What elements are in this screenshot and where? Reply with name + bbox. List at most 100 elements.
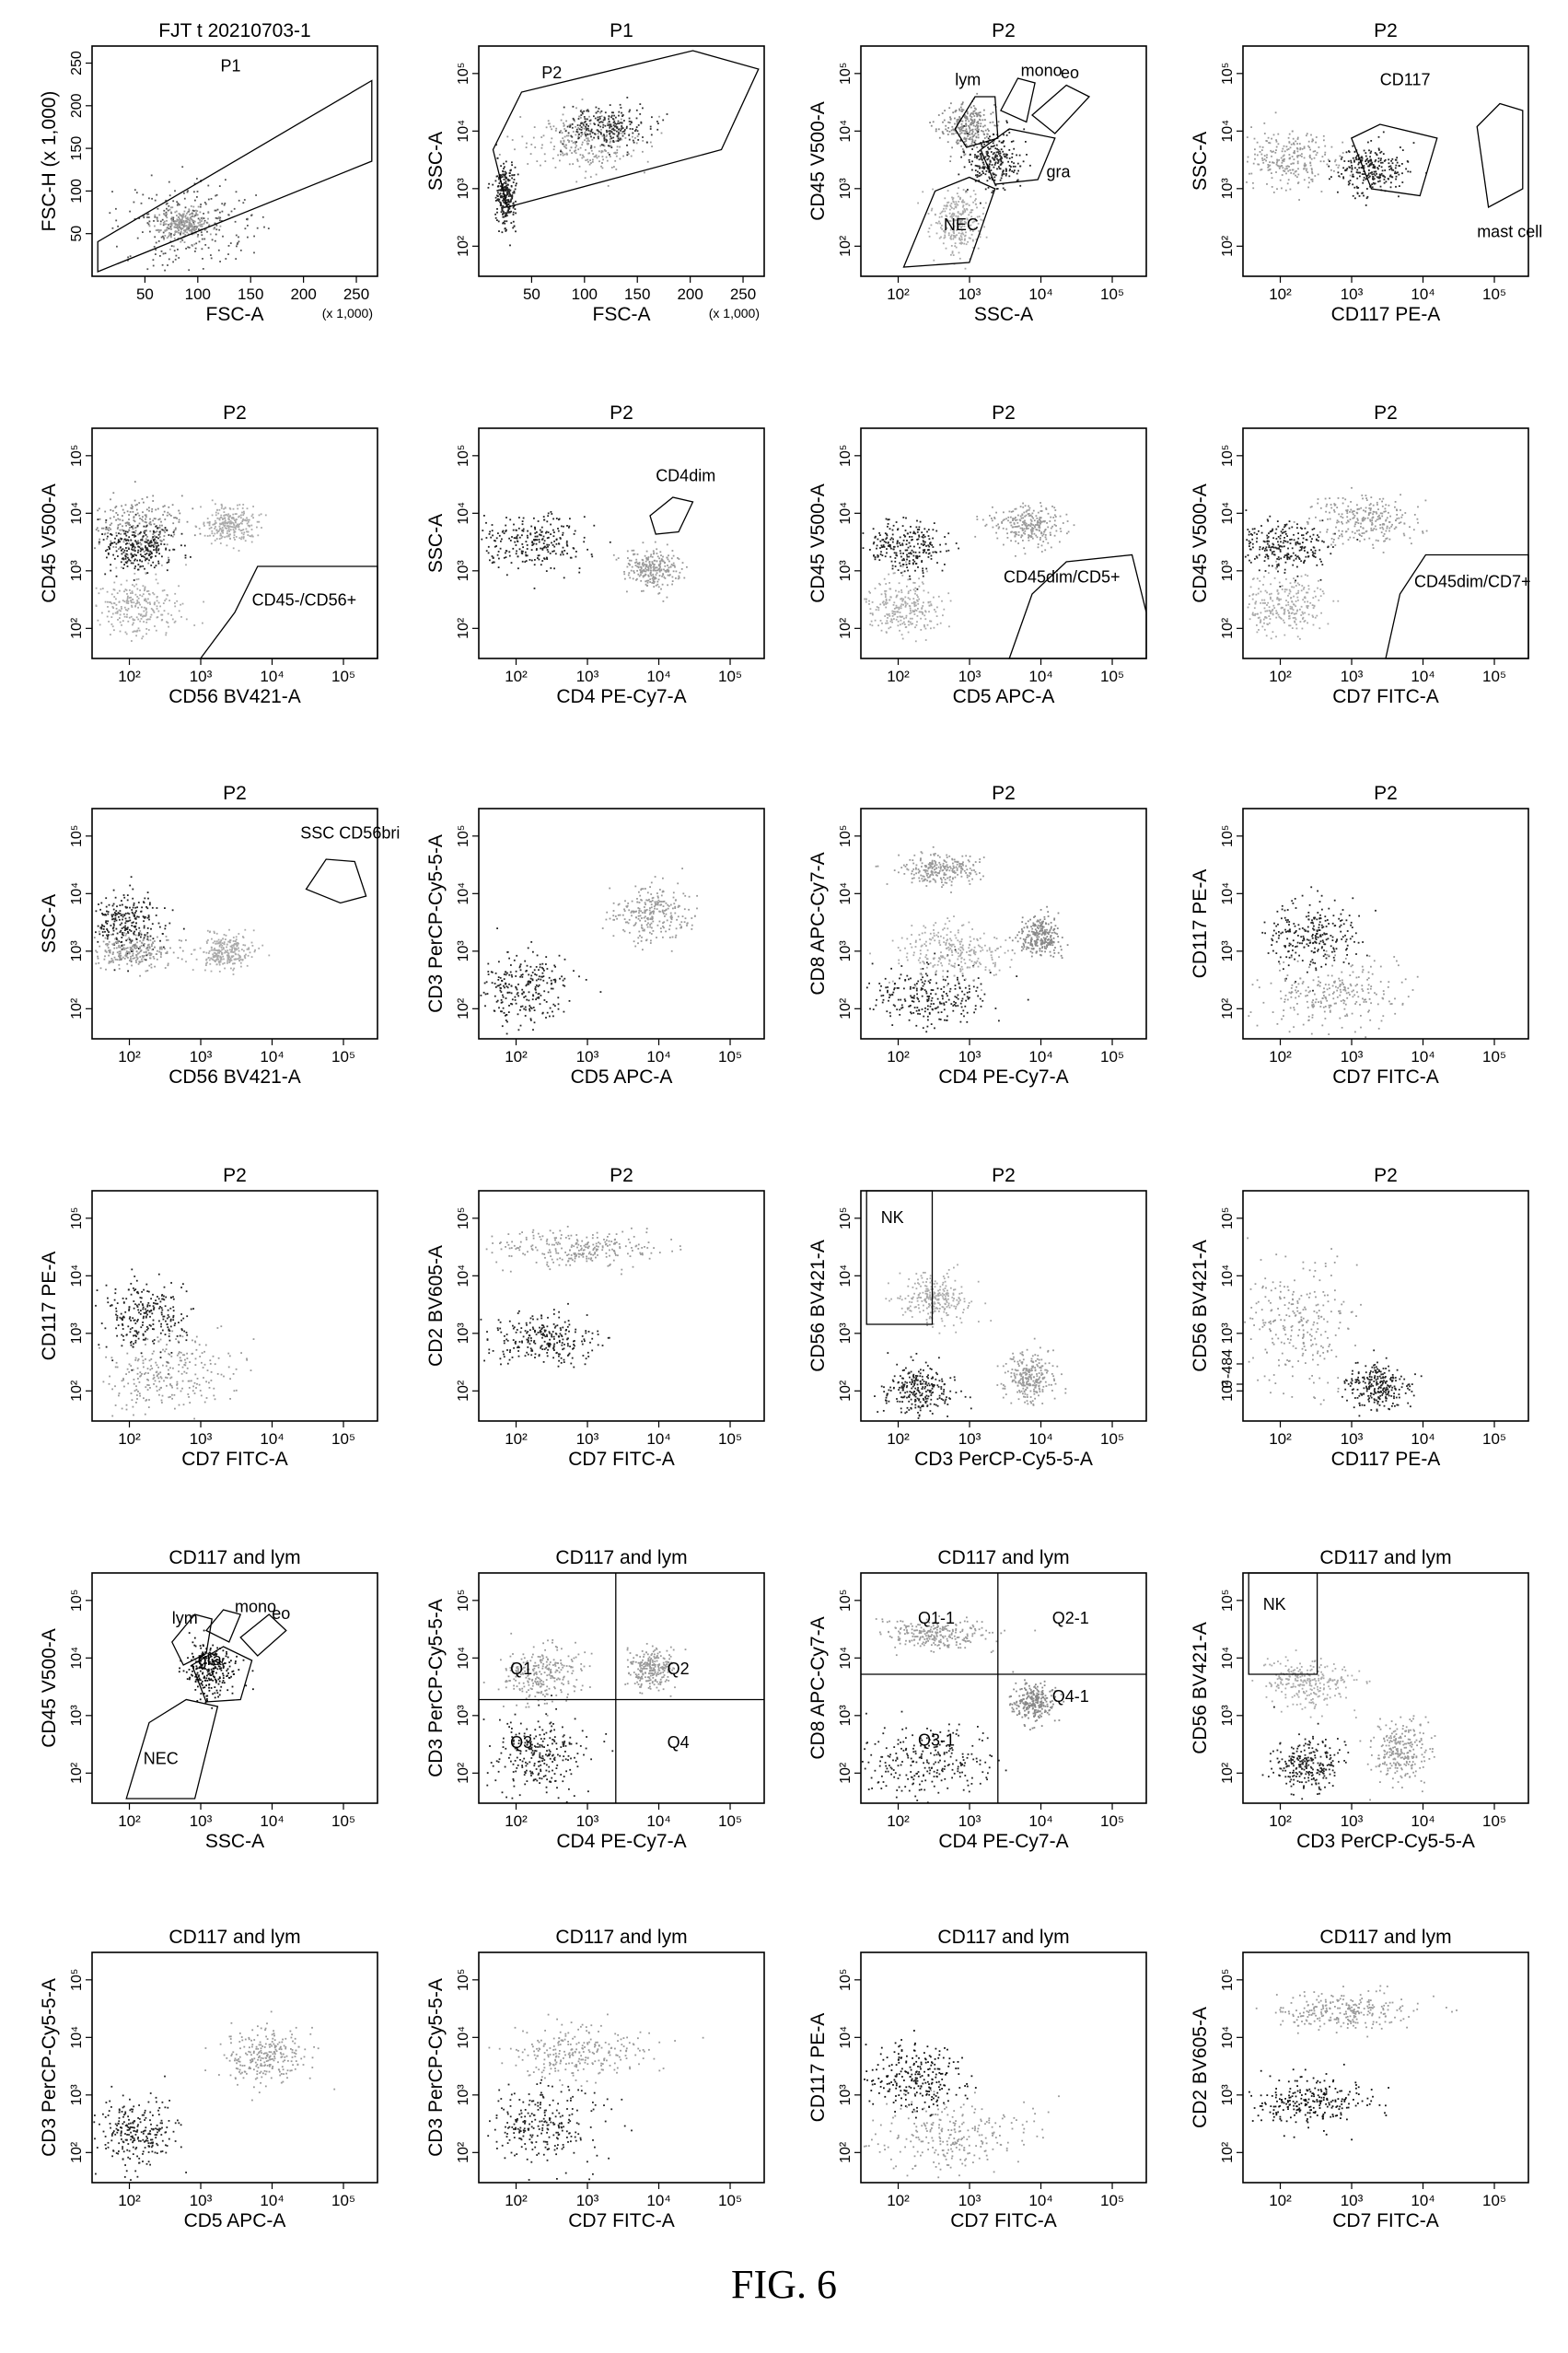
event-dot [958, 242, 961, 245]
event-dot [503, 532, 505, 534]
event-dot [993, 518, 996, 519]
event-dot [1280, 157, 1283, 159]
event-dot [613, 120, 616, 122]
event-dot [612, 111, 614, 114]
event-dot [583, 536, 586, 539]
event-dot [173, 517, 175, 519]
event-dot [1374, 182, 1376, 185]
event-dot [113, 542, 116, 543]
event-dot [624, 137, 627, 139]
event-dot [587, 158, 589, 161]
event-dot [145, 530, 147, 532]
event-dot [138, 532, 141, 535]
event-dot [1254, 157, 1256, 160]
event-dot [930, 604, 933, 607]
event-dot [1278, 165, 1281, 168]
event-dot [962, 199, 964, 202]
event-dot [109, 601, 110, 603]
population-3 [194, 499, 267, 552]
event-dot [630, 569, 633, 572]
event-dot [501, 231, 504, 234]
event-dot [1358, 171, 1361, 174]
event-dot [180, 233, 181, 236]
event-dot [1026, 154, 1028, 156]
event-dot [150, 542, 153, 544]
plot-title: P2 [610, 402, 633, 424]
event-dot [1003, 173, 1005, 175]
event-dot [874, 536, 877, 539]
event-dot [893, 552, 896, 554]
event-dot [168, 232, 170, 234]
event-dot [647, 569, 650, 572]
event-dot [106, 538, 109, 540]
event-dot [1035, 515, 1038, 518]
event-dot [1371, 161, 1374, 164]
event-dot [952, 238, 955, 240]
event-dot [144, 553, 146, 555]
event-dot [161, 263, 164, 266]
event-dot [105, 519, 108, 521]
event-dot [900, 555, 902, 558]
x-axis-label: FSC-A [206, 304, 264, 325]
event-dot [996, 155, 999, 157]
event-dot [109, 548, 110, 550]
event-dot [970, 122, 973, 123]
event-dot [611, 118, 614, 120]
x-tick-label: 250 [343, 285, 369, 303]
event-dot [1378, 149, 1380, 151]
event-dot [546, 537, 549, 540]
event-dot [962, 189, 965, 191]
event-dot [953, 214, 955, 216]
event-dot [637, 124, 640, 126]
event-dot [1060, 530, 1063, 532]
event-dot [538, 539, 540, 541]
event-dot [627, 557, 629, 559]
event-dot [956, 143, 958, 145]
event-dot [1032, 517, 1035, 519]
event-dot [883, 577, 886, 580]
event-dot [662, 574, 665, 576]
event-dot [977, 136, 980, 139]
event-dot [944, 234, 947, 237]
event-dot [553, 146, 555, 147]
event-dot [1347, 183, 1350, 186]
event-dot [1300, 156, 1303, 157]
event-dot [233, 536, 235, 539]
event-dot [1040, 505, 1042, 507]
event-dot [128, 559, 130, 561]
event-dot [505, 530, 507, 531]
event-dot [927, 553, 930, 555]
event-dot [956, 234, 958, 237]
event-dot [1389, 174, 1392, 177]
event-dot [149, 230, 151, 233]
event-dot [110, 522, 113, 525]
event-dot [949, 208, 951, 211]
event-dot [508, 551, 511, 553]
event-dot [923, 528, 926, 530]
event-dot [970, 209, 972, 211]
event-dot [970, 229, 971, 232]
event-dot [224, 520, 226, 523]
event-dot [221, 203, 224, 205]
event-dot [957, 204, 959, 206]
event-dot [99, 623, 101, 626]
event-dot [656, 553, 658, 554]
event-dot [570, 556, 573, 559]
event-dot [504, 190, 506, 192]
event-dot [144, 587, 146, 589]
event-dot [903, 534, 905, 536]
event-dot [145, 600, 147, 602]
event-dot [971, 135, 974, 138]
event-dot [1338, 175, 1341, 178]
event-dot [130, 600, 132, 601]
event-dot [996, 188, 999, 190]
event-dot [1030, 530, 1033, 532]
event-dot [125, 540, 127, 542]
event-dot [1028, 537, 1029, 539]
event-dot [900, 619, 902, 622]
event-dot [141, 497, 144, 500]
event-dot [907, 569, 909, 572]
event-dot [890, 560, 893, 563]
event-dot [964, 133, 967, 135]
event-dot [614, 125, 617, 128]
